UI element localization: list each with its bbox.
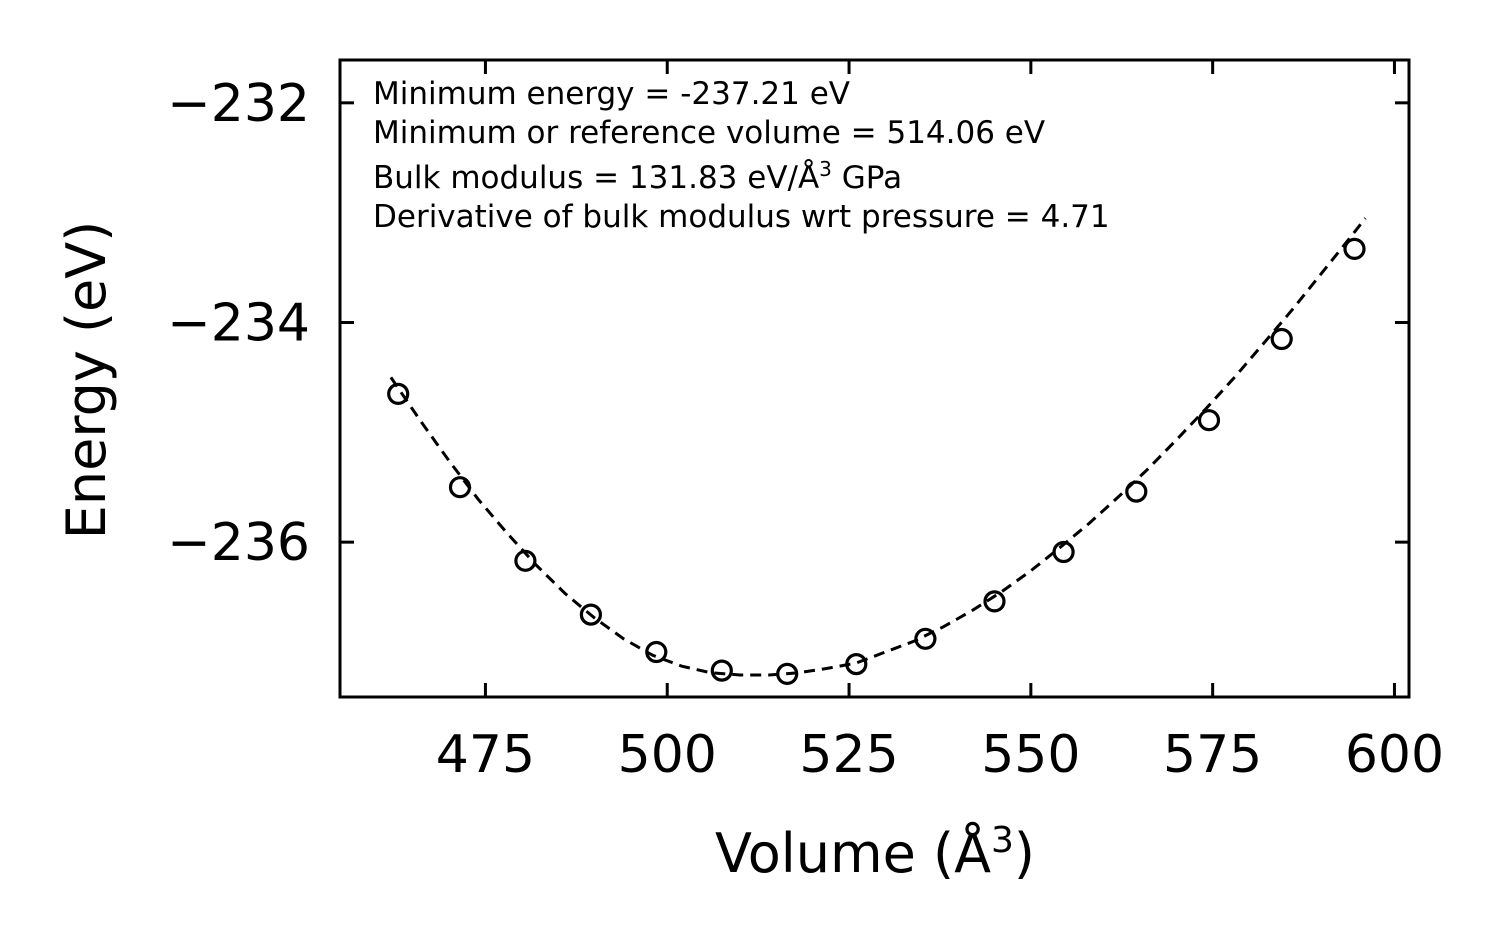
x-axis-title-suffix: )	[1014, 822, 1035, 885]
x-tick-label-525: 525	[799, 725, 898, 785]
y-tick-label-1: −234	[167, 293, 310, 353]
plot-frame	[338, 58, 1411, 699]
x-axis-title-sup: 3	[991, 820, 1014, 861]
data-point	[514, 549, 537, 572]
x-tick-label-600: 600	[1345, 725, 1444, 785]
fit-curve	[389, 217, 1367, 677]
data-point	[1343, 237, 1366, 260]
y-tick-label-0: −232	[167, 74, 310, 134]
data-point	[710, 659, 733, 682]
x-tick-label-575: 575	[1163, 725, 1262, 785]
annotation-min-energy: Minimum energy = -237.21 eV	[373, 76, 850, 112]
annotation-bulk-modulus-unit: GPa	[832, 160, 902, 196]
annotation-min-volume: Minimum or reference volume = 514.06 eV	[373, 115, 1045, 151]
annotation-bulk-modulus: Bulk modulus = 131.83 eV/Å3 GPa	[373, 157, 902, 196]
data-point	[914, 627, 937, 650]
x-axis-ticks: 475 500 525 550 575 600	[436, 60, 1444, 785]
x-tick-label-475: 475	[436, 725, 535, 785]
annotation-bulk-derivative: Derivative of bulk modulus wrt pressure …	[373, 199, 1110, 235]
data-point	[845, 652, 868, 676]
y-axis-ticks: −232 −234 −236	[167, 74, 1409, 573]
data-point	[1270, 327, 1293, 351]
y-tick-label-2: −236	[167, 513, 310, 573]
data-point	[776, 662, 799, 686]
annotation-block: Minimum energy = -237.21 eV Minimum or r…	[373, 76, 1110, 235]
x-tick-label-550: 550	[981, 725, 1080, 785]
data-point	[1125, 480, 1148, 503]
x-axis-title: Volume (Å3)	[715, 820, 1035, 885]
x-axis-title-main: Volume (Å	[715, 821, 991, 885]
data-point	[387, 382, 410, 405]
data-point	[448, 476, 472, 499]
data-point	[579, 603, 603, 626]
data-point	[1052, 540, 1075, 564]
fit-curve-layer	[389, 217, 1367, 677]
annotation-bulk-modulus-sup: 3	[819, 157, 832, 181]
data-point	[645, 640, 668, 664]
annotation-bulk-modulus-main: Bulk modulus = 131.83 eV/Å	[373, 160, 819, 196]
data-point	[1197, 409, 1221, 432]
data-point	[983, 590, 1006, 613]
data-points-layer	[387, 237, 1366, 686]
x-tick-label-500: 500	[618, 725, 717, 785]
y-axis-title: Energy (eV)	[55, 221, 118, 540]
